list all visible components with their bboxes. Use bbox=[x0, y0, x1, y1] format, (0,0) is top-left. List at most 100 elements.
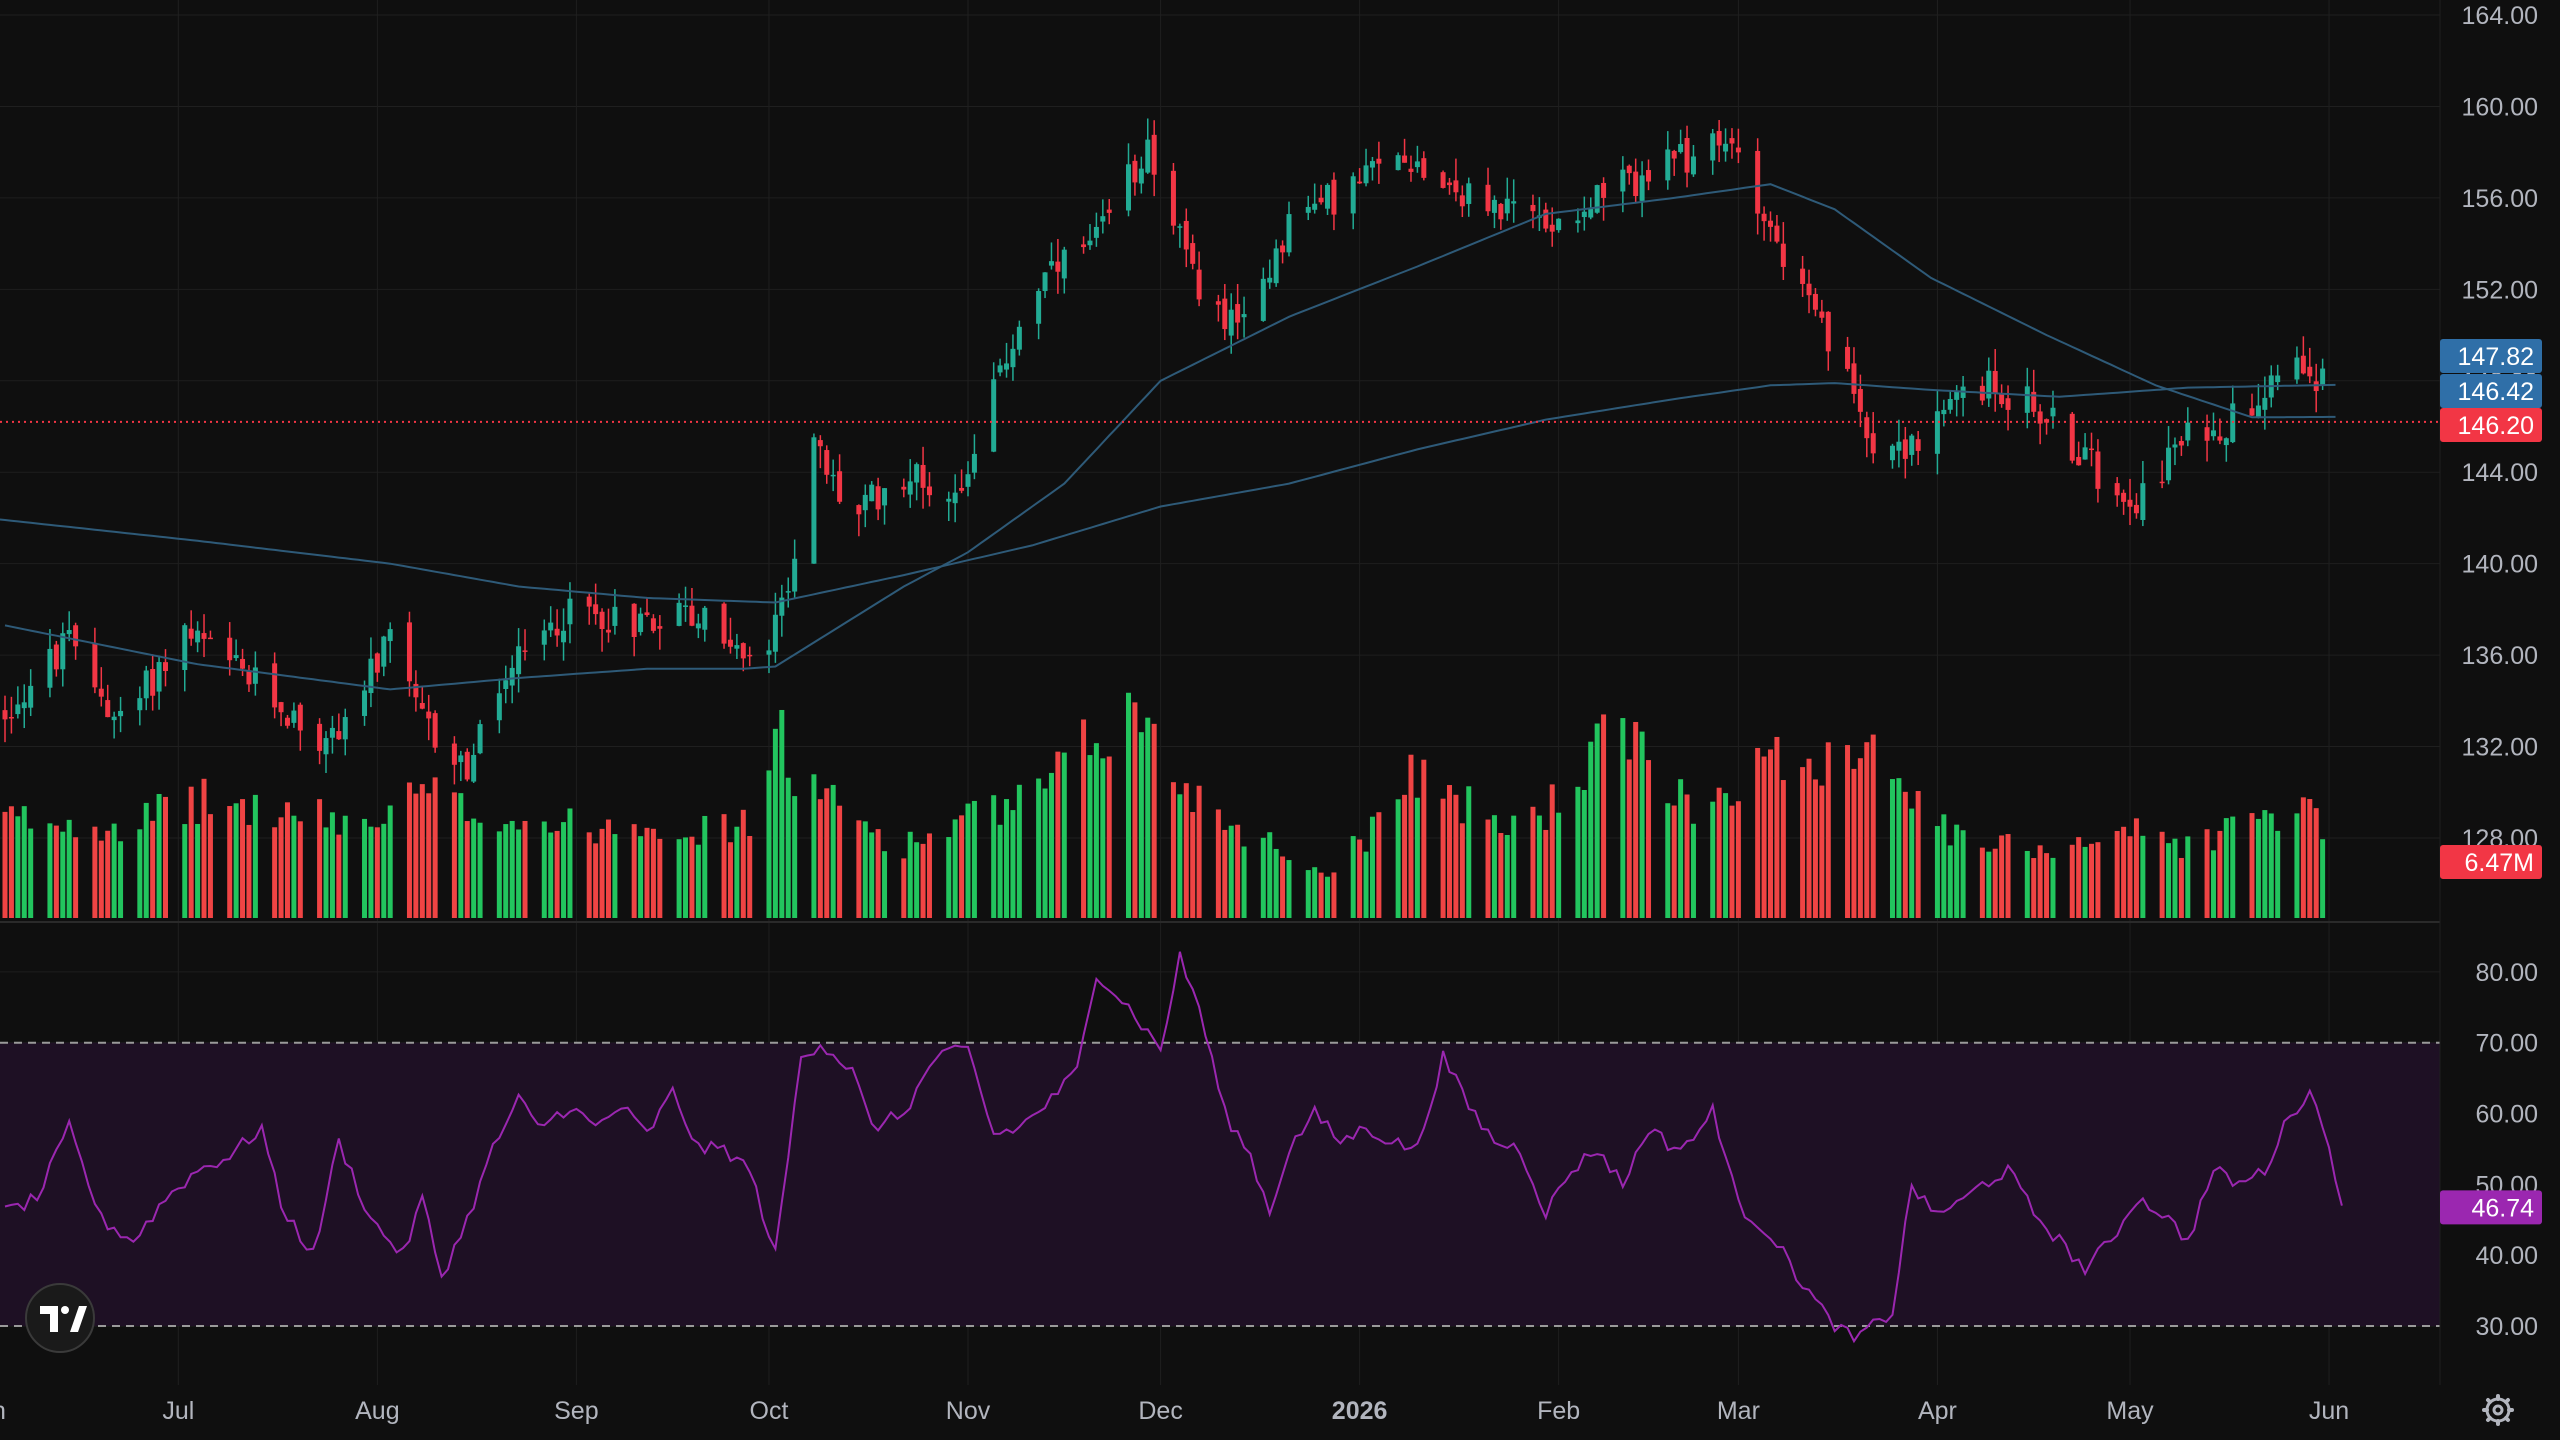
candle bbox=[1934, 389, 1940, 475]
candle-body bbox=[1594, 185, 1600, 213]
candle-body bbox=[419, 703, 425, 709]
volume-bar bbox=[740, 809, 746, 918]
volume-bar bbox=[1312, 867, 1318, 918]
candle-body bbox=[1761, 213, 1767, 222]
candle-body bbox=[2166, 447, 2172, 481]
price-axis-label: 132.00 bbox=[2462, 734, 2538, 762]
volume-bar bbox=[882, 851, 888, 918]
candle bbox=[644, 597, 650, 617]
candle bbox=[1768, 211, 1773, 242]
candle bbox=[1986, 357, 1992, 407]
volume-bar bbox=[811, 774, 817, 918]
volume-bar bbox=[817, 799, 823, 918]
volume-bar bbox=[471, 818, 477, 918]
candle-body bbox=[702, 607, 708, 630]
candle-body bbox=[105, 700, 111, 718]
volume-bar bbox=[92, 826, 98, 918]
candle-body bbox=[830, 474, 836, 477]
volume-bar bbox=[650, 828, 656, 918]
candle-body bbox=[8, 717, 14, 719]
candle bbox=[2300, 336, 2306, 375]
candle bbox=[997, 358, 1003, 377]
candle-body bbox=[1048, 261, 1054, 266]
candle bbox=[1215, 294, 1221, 322]
settings-button[interactable] bbox=[2482, 1394, 2514, 1426]
candle-body bbox=[721, 603, 727, 644]
price-candles bbox=[2, 118, 2326, 785]
candle bbox=[882, 487, 888, 525]
volume-bar bbox=[1896, 778, 1902, 918]
candle-body bbox=[1800, 268, 1806, 284]
candle bbox=[1491, 195, 1497, 229]
candle-body bbox=[1241, 314, 1247, 318]
time-axis-label: Dec bbox=[1138, 1397, 1182, 1425]
candle bbox=[695, 613, 701, 639]
candle-body bbox=[111, 716, 117, 721]
volume-bar bbox=[2166, 843, 2172, 918]
volume-bar bbox=[2217, 830, 2223, 918]
volume-bar bbox=[2294, 813, 2300, 918]
volume-bar bbox=[1536, 815, 1542, 918]
candle bbox=[1671, 149, 1677, 176]
volume-bar bbox=[1408, 754, 1414, 918]
candle-body bbox=[1947, 399, 1953, 410]
candle-body bbox=[458, 755, 464, 763]
volume-bar bbox=[1459, 823, 1465, 918]
candle bbox=[143, 665, 149, 711]
volume-bar bbox=[2044, 853, 2050, 918]
candle bbox=[227, 622, 233, 676]
candle-body bbox=[1633, 171, 1639, 197]
candle bbox=[747, 646, 753, 667]
volume-bar bbox=[541, 821, 547, 918]
price-axis[interactable]: 164.00160.00156.00152.00148.00144.00140.… bbox=[2462, 2, 2538, 853]
time-axis[interactable]: Jun Jul Aug Sep Oct Nov Dec 2026 Feb Mar Apr May Jun bbox=[0, 1397, 2349, 1425]
last-price-tag-text: 146.20 bbox=[2458, 412, 2534, 440]
candle-body bbox=[1845, 346, 1851, 369]
volume-bar bbox=[1466, 786, 1472, 918]
volume-bar bbox=[965, 803, 971, 918]
time-axis-label: Aug bbox=[355, 1397, 399, 1425]
candle bbox=[1870, 412, 1876, 464]
candle-body bbox=[1549, 224, 1555, 232]
candle-body bbox=[1093, 226, 1099, 238]
candle bbox=[291, 702, 297, 728]
candle-body bbox=[53, 644, 59, 670]
candle-body bbox=[1678, 144, 1684, 153]
candle-body bbox=[882, 488, 888, 506]
candle-body bbox=[554, 628, 560, 636]
candle-body bbox=[2095, 451, 2101, 489]
candle-body bbox=[1941, 409, 1947, 415]
candle bbox=[1992, 349, 1998, 412]
volume-bar bbox=[1665, 803, 1671, 918]
candle-body bbox=[73, 625, 79, 647]
candle bbox=[2223, 437, 2229, 462]
candle-body bbox=[406, 622, 412, 682]
volume-bar bbox=[1286, 860, 1292, 918]
candle bbox=[1421, 151, 1427, 181]
candle bbox=[195, 621, 201, 653]
tradingview-logo-button[interactable] bbox=[25, 1283, 95, 1353]
candle bbox=[1126, 143, 1131, 217]
volume-bar bbox=[657, 838, 663, 918]
volume-bar bbox=[548, 832, 554, 918]
candle bbox=[1260, 267, 1266, 322]
candle-body bbox=[1806, 283, 1812, 296]
candle-body bbox=[586, 596, 592, 607]
time-axis-label: Mar bbox=[1717, 1397, 1760, 1425]
candle-body bbox=[1909, 435, 1915, 455]
candle bbox=[1440, 170, 1446, 189]
candle bbox=[28, 669, 34, 717]
candle bbox=[1575, 208, 1581, 233]
candle bbox=[1530, 194, 1536, 229]
volume-bar bbox=[766, 770, 772, 918]
volume-bar bbox=[1735, 801, 1741, 918]
ma-value-tag-text: 147.82 bbox=[2458, 343, 2534, 371]
volume-bar bbox=[2159, 831, 2165, 918]
volume-bar bbox=[291, 815, 297, 918]
volume-bar bbox=[1755, 747, 1761, 918]
candle-body bbox=[1273, 248, 1279, 284]
candle bbox=[60, 622, 66, 687]
candle-body bbox=[137, 698, 143, 711]
volume-bar bbox=[1357, 839, 1363, 918]
